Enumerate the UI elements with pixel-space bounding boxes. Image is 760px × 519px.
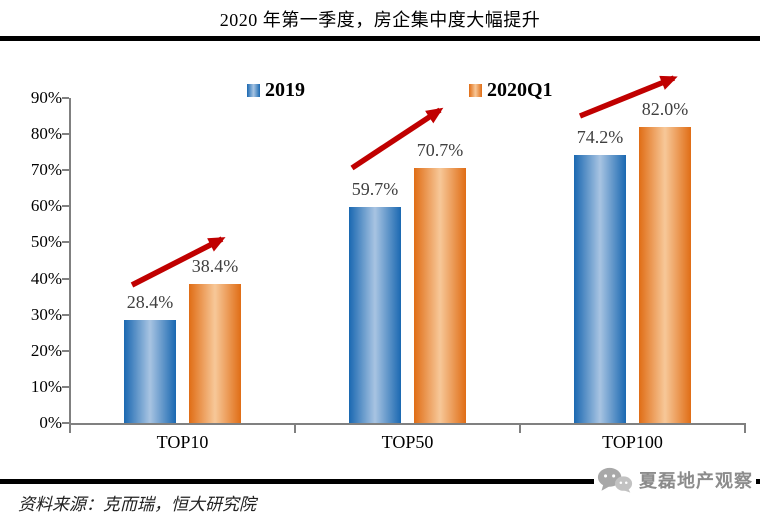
category-label-TOP100: TOP100	[602, 432, 663, 452]
title-divider-rule	[0, 36, 760, 41]
bar-value-label-2020Q1-TOP100: 82.0%	[641, 98, 689, 119]
bar-value-label-2019-TOP100: 74.2%	[576, 127, 624, 148]
legend-label-2019: 2019	[265, 79, 305, 101]
y-axis-tick	[62, 241, 69, 244]
y-axis-tick-label: 70%	[30, 160, 62, 180]
x-axis-tick	[519, 425, 521, 433]
source-note: 资料来源：克而瑞，恒大研究院	[18, 495, 256, 514]
y-axis-tick	[62, 97, 69, 99]
category-label-TOP50: TOP50	[381, 432, 434, 452]
y-axis-tick	[62, 133, 69, 136]
y-axis-tick-label: 90%	[30, 88, 62, 107]
x-axis	[69, 423, 746, 425]
bar-2020Q1-TOP50	[414, 167, 466, 423]
y-axis-tick	[62, 422, 69, 424]
legend-item-2019: 2019	[247, 80, 305, 100]
watermark-text: 夏磊地产观察	[639, 471, 753, 491]
footer-rule	[0, 479, 760, 484]
bar-2020Q1-TOP10	[189, 284, 241, 423]
legend-swatch-2019	[247, 83, 260, 97]
bar-2019-TOP50	[349, 207, 401, 423]
x-axis-tick	[69, 425, 71, 433]
chat-bubbles-icon	[597, 467, 633, 493]
y-axis-tick	[62, 385, 69, 388]
bar-value-label-2020Q1-TOP50: 70.7%	[416, 139, 464, 160]
x-axis-tick	[294, 425, 296, 433]
legend-item-2020q1: 2020Q1	[469, 80, 553, 100]
legend-swatch-2020q1	[469, 83, 482, 97]
y-axis-tick-label: 10%	[30, 376, 62, 396]
y-axis-tick-label: 50%	[30, 232, 62, 252]
x-axis-tick	[744, 425, 746, 433]
bar-2019-TOP100	[574, 155, 626, 423]
category-label-TOP10: TOP10	[156, 432, 209, 452]
y-axis-tick	[62, 313, 69, 316]
y-axis-tick	[62, 205, 69, 208]
y-axis-tick	[62, 277, 69, 280]
chart-title: 2020 年第一季度，房企集中度大幅提升	[219, 10, 541, 30]
y-axis-tick	[62, 169, 69, 172]
y-axis-tick-label: 20%	[30, 340, 62, 360]
bar-value-label-2019-TOP10: 28.4%	[126, 292, 174, 313]
bar-value-label-2020Q1-TOP10: 38.4%	[191, 256, 239, 277]
y-axis-tick-label: 40%	[30, 268, 62, 288]
legend-label-2020q1: 2020Q1	[487, 79, 553, 101]
watermark: 夏磊地产观察	[594, 465, 756, 495]
y-axis-tick-label: 60%	[30, 196, 62, 216]
bar-2020Q1-TOP100	[639, 126, 691, 423]
bar-2019-TOP10	[124, 320, 176, 423]
y-axis	[69, 98, 71, 425]
bar-value-label-2019-TOP50: 59.7%	[351, 179, 399, 200]
y-axis-tick-label: 0%	[39, 413, 62, 432]
y-axis-tick-label: 80%	[30, 124, 62, 144]
y-axis-tick	[62, 349, 69, 352]
y-axis-tick-label: 30%	[30, 304, 62, 324]
